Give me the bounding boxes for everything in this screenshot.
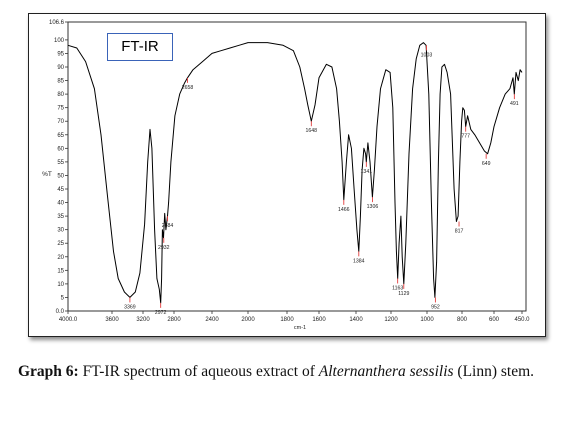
y-tick-label: 20: [57, 255, 64, 261]
peak-label: 1648: [306, 128, 318, 134]
x-tick-label: 2000: [241, 317, 255, 323]
x-tick-label: 1000: [420, 317, 434, 323]
peak-label: 777: [461, 134, 470, 140]
x-tick-label: 1600: [312, 317, 326, 323]
x-tick-label: 600: [489, 317, 500, 323]
y-tick-label: 5: [61, 295, 65, 301]
y-tick-label: 30: [57, 228, 64, 234]
peak-label: 1129: [398, 291, 409, 297]
y-tick-label: 55: [57, 160, 64, 166]
caption-text-end: (Linn) stem.: [457, 363, 535, 380]
x-tick-label: 4000.0: [59, 317, 78, 323]
peak-label: 2658: [182, 85, 194, 91]
y-tick-label: 90: [57, 65, 64, 71]
x-tick-label: 3600: [105, 317, 119, 323]
x-tick-label: 2400: [205, 317, 219, 323]
y-tick-label: 80: [57, 92, 64, 98]
peak-label: 3369: [124, 304, 136, 310]
peak-label: 1306: [367, 204, 379, 210]
y-tick-label: 15: [57, 268, 64, 274]
peak-label: 1163: [392, 285, 403, 291]
peak-label: 817: [455, 229, 464, 235]
y-tick-label: 106.6: [49, 20, 65, 26]
y-tick-label: 50: [57, 173, 64, 179]
peak-label: 1341: [361, 169, 373, 175]
y-tick-label: 100: [54, 38, 65, 44]
y-tick-label: 95: [57, 51, 64, 57]
x-tick-label: 450.0: [514, 317, 530, 323]
peak-label: 2932: [158, 245, 170, 251]
caption-text: FT-IR spectrum of aqueous extract of: [82, 363, 315, 380]
y-tick-label: 85: [57, 79, 64, 85]
plot-area: [67, 21, 527, 312]
x-tick-label: 800: [457, 317, 468, 323]
x-tick-label: 1400: [349, 317, 363, 323]
y-tick-label: 70: [57, 119, 64, 125]
x-tick-label: 1800: [280, 317, 294, 323]
x-tick-label: 2800: [167, 317, 181, 323]
peak-label: 1003: [421, 52, 433, 58]
x-tick-label: 3200: [136, 317, 150, 323]
y-tick-label: 45: [57, 187, 64, 193]
y-tick-label: 65: [57, 133, 64, 139]
y-tick-label: 75: [57, 106, 64, 112]
peak-label: 1384: [353, 258, 365, 264]
peak-label: 491: [510, 101, 519, 107]
figure-caption: Graph 6: FT-IR spectrum of aqueous extra…: [18, 361, 568, 382]
y-tick-label: 40: [57, 201, 64, 207]
y-tick-label: 0.0: [56, 309, 65, 315]
chart-legend: FT-IR: [107, 33, 173, 61]
peak-label: 1466: [338, 207, 350, 213]
caption-species: Alternanthera sessilis: [318, 363, 454, 380]
y-axis-label: %T: [42, 171, 52, 178]
y-tick-label: 10: [57, 282, 64, 288]
peak-label: 2884: [162, 223, 174, 229]
y-tick-label: 35: [57, 214, 64, 220]
peak-label: 649: [482, 161, 491, 167]
caption-label: Graph 6:: [18, 363, 79, 380]
y-tick-label: 25: [57, 241, 64, 247]
spectrum-line: [67, 42, 523, 304]
peak-label: 2972: [155, 310, 167, 316]
peak-label: 952: [431, 304, 440, 310]
x-tick-label: 1200: [384, 317, 398, 323]
x-axis-label: cm-1: [294, 325, 306, 331]
y-tick-label: 60: [57, 146, 64, 152]
